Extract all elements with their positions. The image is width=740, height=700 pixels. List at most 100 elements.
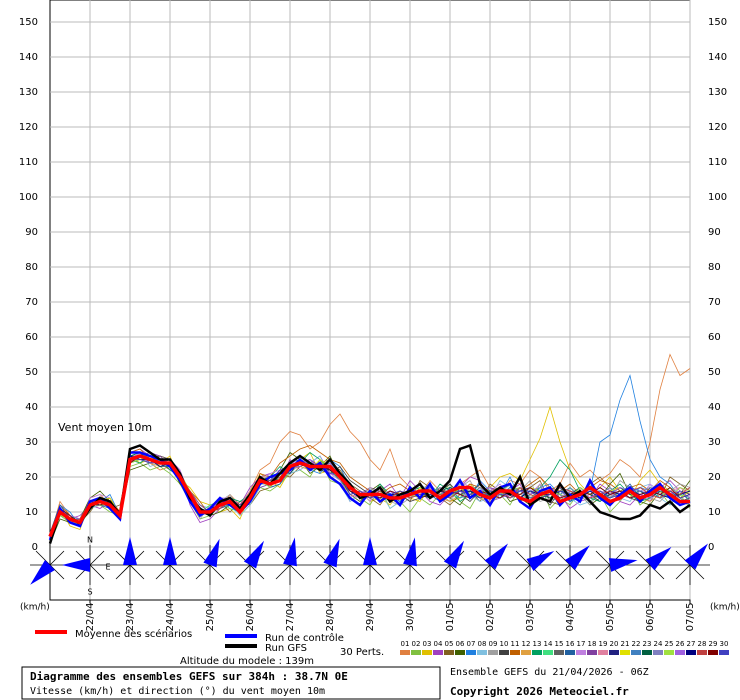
- wind-direction: [684, 543, 708, 570]
- legend-label: 25: [665, 640, 674, 648]
- x-tick-label: 01/05: [445, 603, 456, 632]
- legend-swatch: [466, 650, 476, 655]
- wind-direction: [283, 537, 297, 567]
- legend-label: Moyenne des scénarios: [75, 628, 192, 640]
- y-tick-label: 120: [708, 122, 727, 133]
- legend-swatch: [455, 650, 465, 655]
- wind-direction: [363, 537, 377, 565]
- legend-swatch: [598, 650, 608, 655]
- legend-label: 02: [412, 640, 421, 648]
- legend-swatch: [609, 650, 619, 655]
- legend-swatch: [499, 650, 509, 655]
- legend-label: 30: [720, 640, 729, 648]
- y-tick-label: 20: [25, 472, 38, 483]
- legend-swatch: [664, 650, 674, 655]
- wind-direction: [30, 560, 55, 585]
- x-tick-label: 28/04: [325, 603, 336, 632]
- legend-swatch: [532, 650, 542, 655]
- legend-swatch: [411, 650, 421, 655]
- y-tick-label: 70: [708, 297, 721, 308]
- y-tick-label: 60: [708, 332, 721, 343]
- compass-label: E: [105, 563, 110, 572]
- y-tick-label: 120: [19, 122, 38, 133]
- legend-label: Run GFS: [265, 643, 307, 654]
- legend-label: 24: [654, 640, 663, 648]
- wind-direction: [123, 537, 137, 565]
- wind-direction: [608, 558, 638, 572]
- x-tick-label: 22/04: [85, 603, 96, 632]
- x-tick-label: 07/05: [685, 603, 696, 632]
- legend-label: 05: [445, 640, 454, 648]
- copyright: Copyright 2026 Meteociel.fr: [450, 685, 629, 698]
- legend-label: Run de contrôle: [265, 632, 344, 644]
- x-tick-label: 26/04: [245, 603, 256, 632]
- legend-label: 28: [698, 640, 707, 648]
- y-tick-label: 150: [19, 17, 38, 28]
- compass-label: N: [87, 536, 93, 545]
- x-tick-label: 23/04: [125, 603, 136, 632]
- legend-label: 14: [544, 640, 553, 648]
- wind-direction: [403, 537, 417, 567]
- x-tick-label: 27/04: [285, 603, 296, 632]
- x-tick-label: 05/05: [605, 603, 616, 632]
- legend-label: 15: [555, 640, 564, 648]
- y-tick-label: 10: [25, 507, 38, 518]
- legend-swatch: [422, 650, 432, 655]
- legend-label: 06: [456, 640, 465, 648]
- legend-swatch: [587, 650, 597, 655]
- y-tick-label: 50: [25, 367, 38, 378]
- wind-direction: [645, 547, 672, 571]
- legend-label: 07: [467, 640, 476, 648]
- perturbation-label: 30 Perts.: [340, 647, 384, 658]
- legend-label: 11: [511, 640, 520, 648]
- altitude: Altitude du modele : 139m: [180, 656, 314, 667]
- y-tick-label: 80: [708, 262, 721, 273]
- y-tick-label: 140: [708, 52, 727, 63]
- y-tick-label: 20: [708, 472, 721, 483]
- y-tick-label: 30: [25, 437, 38, 448]
- legend-label: 17: [577, 640, 586, 648]
- wind-direction: [484, 543, 508, 570]
- legend-label: 12: [522, 640, 531, 648]
- x-tick-label: 29/04: [365, 603, 376, 632]
- y-unit: (km/h): [20, 603, 50, 613]
- wind-direction: [443, 540, 464, 569]
- legend-label: 19: [599, 640, 608, 648]
- legend-swatch: [543, 650, 553, 655]
- subtitle: Vitesse (km/h) et direction (°) du vent …: [30, 686, 325, 697]
- y-unit: (km/h): [710, 603, 740, 613]
- legend-label: 08: [478, 640, 487, 648]
- legend-swatch: [444, 650, 454, 655]
- legend-swatch: [653, 650, 663, 655]
- y-tick-label: 90: [708, 227, 721, 238]
- y-tick-label: 100: [708, 192, 727, 203]
- legend-label: 20: [610, 640, 619, 648]
- legend-swatch: [510, 650, 520, 655]
- legend-swatch: [477, 650, 487, 655]
- y-tick-label: 80: [25, 262, 38, 273]
- legend-swatch: [686, 650, 696, 655]
- legend-swatch: [631, 650, 641, 655]
- legend-swatch: [719, 650, 729, 655]
- run-info: Ensemble GEFS du 21/04/2026 - 06Z: [450, 667, 649, 678]
- title: Diagramme des ensembles GEFS sur 384h : …: [30, 670, 348, 683]
- compass-label: S: [87, 588, 92, 597]
- legend-label: 10: [500, 640, 509, 648]
- wind-direction: [243, 540, 264, 569]
- legend-label: 26: [676, 640, 685, 648]
- y-tick-label: 130: [708, 87, 727, 98]
- y-tick-label: 110: [19, 157, 38, 168]
- legend-swatch: [565, 650, 575, 655]
- legend-swatch: [521, 650, 531, 655]
- y-tick-label: 90: [25, 227, 38, 238]
- y-tick-label: 30: [708, 437, 721, 448]
- legend-swatch: [697, 650, 707, 655]
- legend-label: 13: [533, 640, 542, 648]
- y-tick-label: 10: [708, 507, 721, 518]
- y-tick-label: 140: [19, 52, 38, 63]
- info-box: [21, 666, 441, 700]
- legend-label: 01: [401, 640, 410, 648]
- annotation: Vent moyen 10m: [58, 421, 152, 434]
- y-tick-label: 110: [708, 157, 727, 168]
- legend-label: 23: [643, 640, 652, 648]
